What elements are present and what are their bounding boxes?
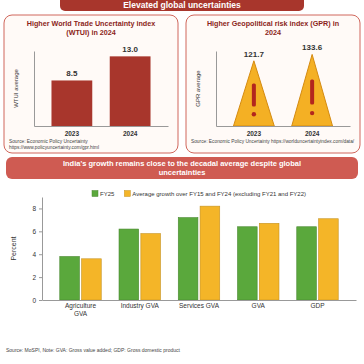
x-tick-label: GDP: [310, 302, 324, 309]
x-tick: 2024: [123, 126, 138, 137]
header-banner: [60, 0, 304, 11]
bar: [238, 227, 258, 300]
bar: [51, 80, 92, 126]
y-axis-line: [216, 52, 217, 127]
legend-item: Average growth over FY15 and FY24 (exclu…: [124, 191, 306, 198]
y-axis-title: Percent: [10, 236, 17, 260]
legend-swatch: [124, 191, 130, 197]
triangle-mark: [233, 61, 274, 126]
data-label: 13.0: [122, 45, 138, 54]
x-tick-label: 2023: [247, 130, 262, 137]
x-tick: 2023: [247, 126, 262, 137]
y-axis-title: WTUI average: [13, 69, 19, 108]
legend-label: FY25: [100, 191, 115, 197]
infographic: Elevated global uncertainties Higher Worl…: [0, 0, 364, 364]
x-tick-label: AgricultureGVA: [65, 302, 96, 317]
panel: Higher World Trade Uncertainty index(WTU…: [4, 15, 178, 153]
x-tick: 2023: [65, 126, 80, 137]
bar: [60, 257, 80, 300]
title-banner: [6, 157, 358, 179]
y-tick-label: 2: [32, 274, 36, 281]
y-tick-mark: [39, 254, 42, 255]
x-axis-line: [43, 300, 357, 301]
x-tick: GDP: [310, 300, 324, 309]
x-tick: AgricultureGVA: [65, 300, 96, 317]
y-tick: 2: [32, 274, 42, 281]
data-label: 121.7: [244, 50, 265, 59]
y-tick-label: 6: [32, 228, 36, 235]
bar: [82, 259, 102, 300]
x-tick-label: Services GVA: [179, 302, 220, 309]
icon-detail: [252, 84, 256, 107]
bar: [110, 56, 151, 126]
x-tick: Services GVA: [179, 300, 220, 309]
source-note: Source: Economic Policy Uncertainty http…: [191, 139, 355, 144]
x-tick-label: 2024: [305, 130, 320, 137]
y-tick-mark: [39, 231, 42, 232]
panel-title: Higher World Trade Uncertainty index(WTU…: [27, 19, 155, 37]
bar: [297, 227, 317, 300]
icon-detail: [252, 112, 256, 116]
x-tick-label: 2024: [123, 130, 138, 137]
y-axis: [34, 52, 35, 127]
bar: [119, 229, 139, 300]
data-label: 8.5: [66, 69, 78, 78]
x-axis: 2023 2024: [217, 126, 351, 137]
y-tick-label: 0: [32, 297, 36, 304]
marks: [233, 54, 332, 126]
x-axis-line: [217, 126, 351, 127]
y-tick: 4: [32, 251, 42, 258]
legend-label: Average growth over FY15 and FY24 (exclu…: [132, 191, 306, 197]
y-tick: 6: [32, 228, 42, 235]
bar: [141, 234, 161, 300]
y-tick-label: 4: [32, 251, 36, 258]
y-axis-line: [42, 198, 43, 301]
marks: [60, 206, 338, 300]
panel-frame: [4, 15, 178, 153]
y-axis: [216, 52, 217, 127]
bar: [319, 219, 339, 300]
x-tick-label: GVA: [252, 302, 266, 309]
legend-swatch: [92, 191, 98, 197]
panel-frame: [186, 15, 360, 153]
bar: [178, 218, 198, 300]
y-axis-title: GPR average: [195, 70, 201, 107]
x-tick: 2024: [305, 126, 320, 137]
x-tick: Industry GVA: [121, 300, 160, 310]
y-axis: 0 2 4 6 8: [32, 198, 42, 304]
y-tick-mark: [39, 208, 42, 209]
source-note: Source: Economic Policy Uncertaintyhttps…: [9, 139, 99, 150]
bar: [259, 223, 279, 300]
y-tick-mark: [39, 300, 42, 301]
header-title: Elevated global uncertainties: [123, 0, 241, 10]
panel: Higher Geopolitical risk index (GPR) in2…: [186, 15, 360, 153]
legend-item: FY25: [92, 191, 115, 198]
icon-detail: [310, 79, 314, 104]
y-tick-mark: [39, 277, 42, 278]
x-tick-label: 2023: [65, 130, 80, 137]
x-tick: GVA: [252, 300, 266, 309]
y-tick-label: 8: [32, 205, 36, 212]
legend: FY25 Average growth over FY15 and FY24 (e…: [92, 191, 306, 198]
bottom-chart: India's growth remains close to the deca…: [6, 157, 358, 353]
triangle-mark: [292, 54, 333, 126]
x-axis: 2023 2024: [35, 126, 169, 137]
y-axis-line: [34, 52, 35, 127]
y-tick: 8: [32, 205, 42, 212]
x-axis: AgricultureGVA Industry GVA Services GVA GV…: [43, 300, 357, 317]
icon-detail: [310, 111, 314, 115]
source-note: Source: MoSPI, Note: GVA: Gross value ad…: [6, 347, 180, 353]
chart-title: India's growth remains close to the deca…: [63, 159, 301, 177]
panel-title: Higher Geopolitical risk index (GPR) in2…: [207, 19, 339, 37]
x-tick-label: Industry GVA: [121, 302, 160, 310]
x-axis-line: [35, 126, 169, 127]
y-tick: 0: [32, 297, 42, 304]
bar: [200, 206, 220, 300]
marks: [51, 56, 150, 126]
data-label: 133.6: [302, 43, 323, 52]
